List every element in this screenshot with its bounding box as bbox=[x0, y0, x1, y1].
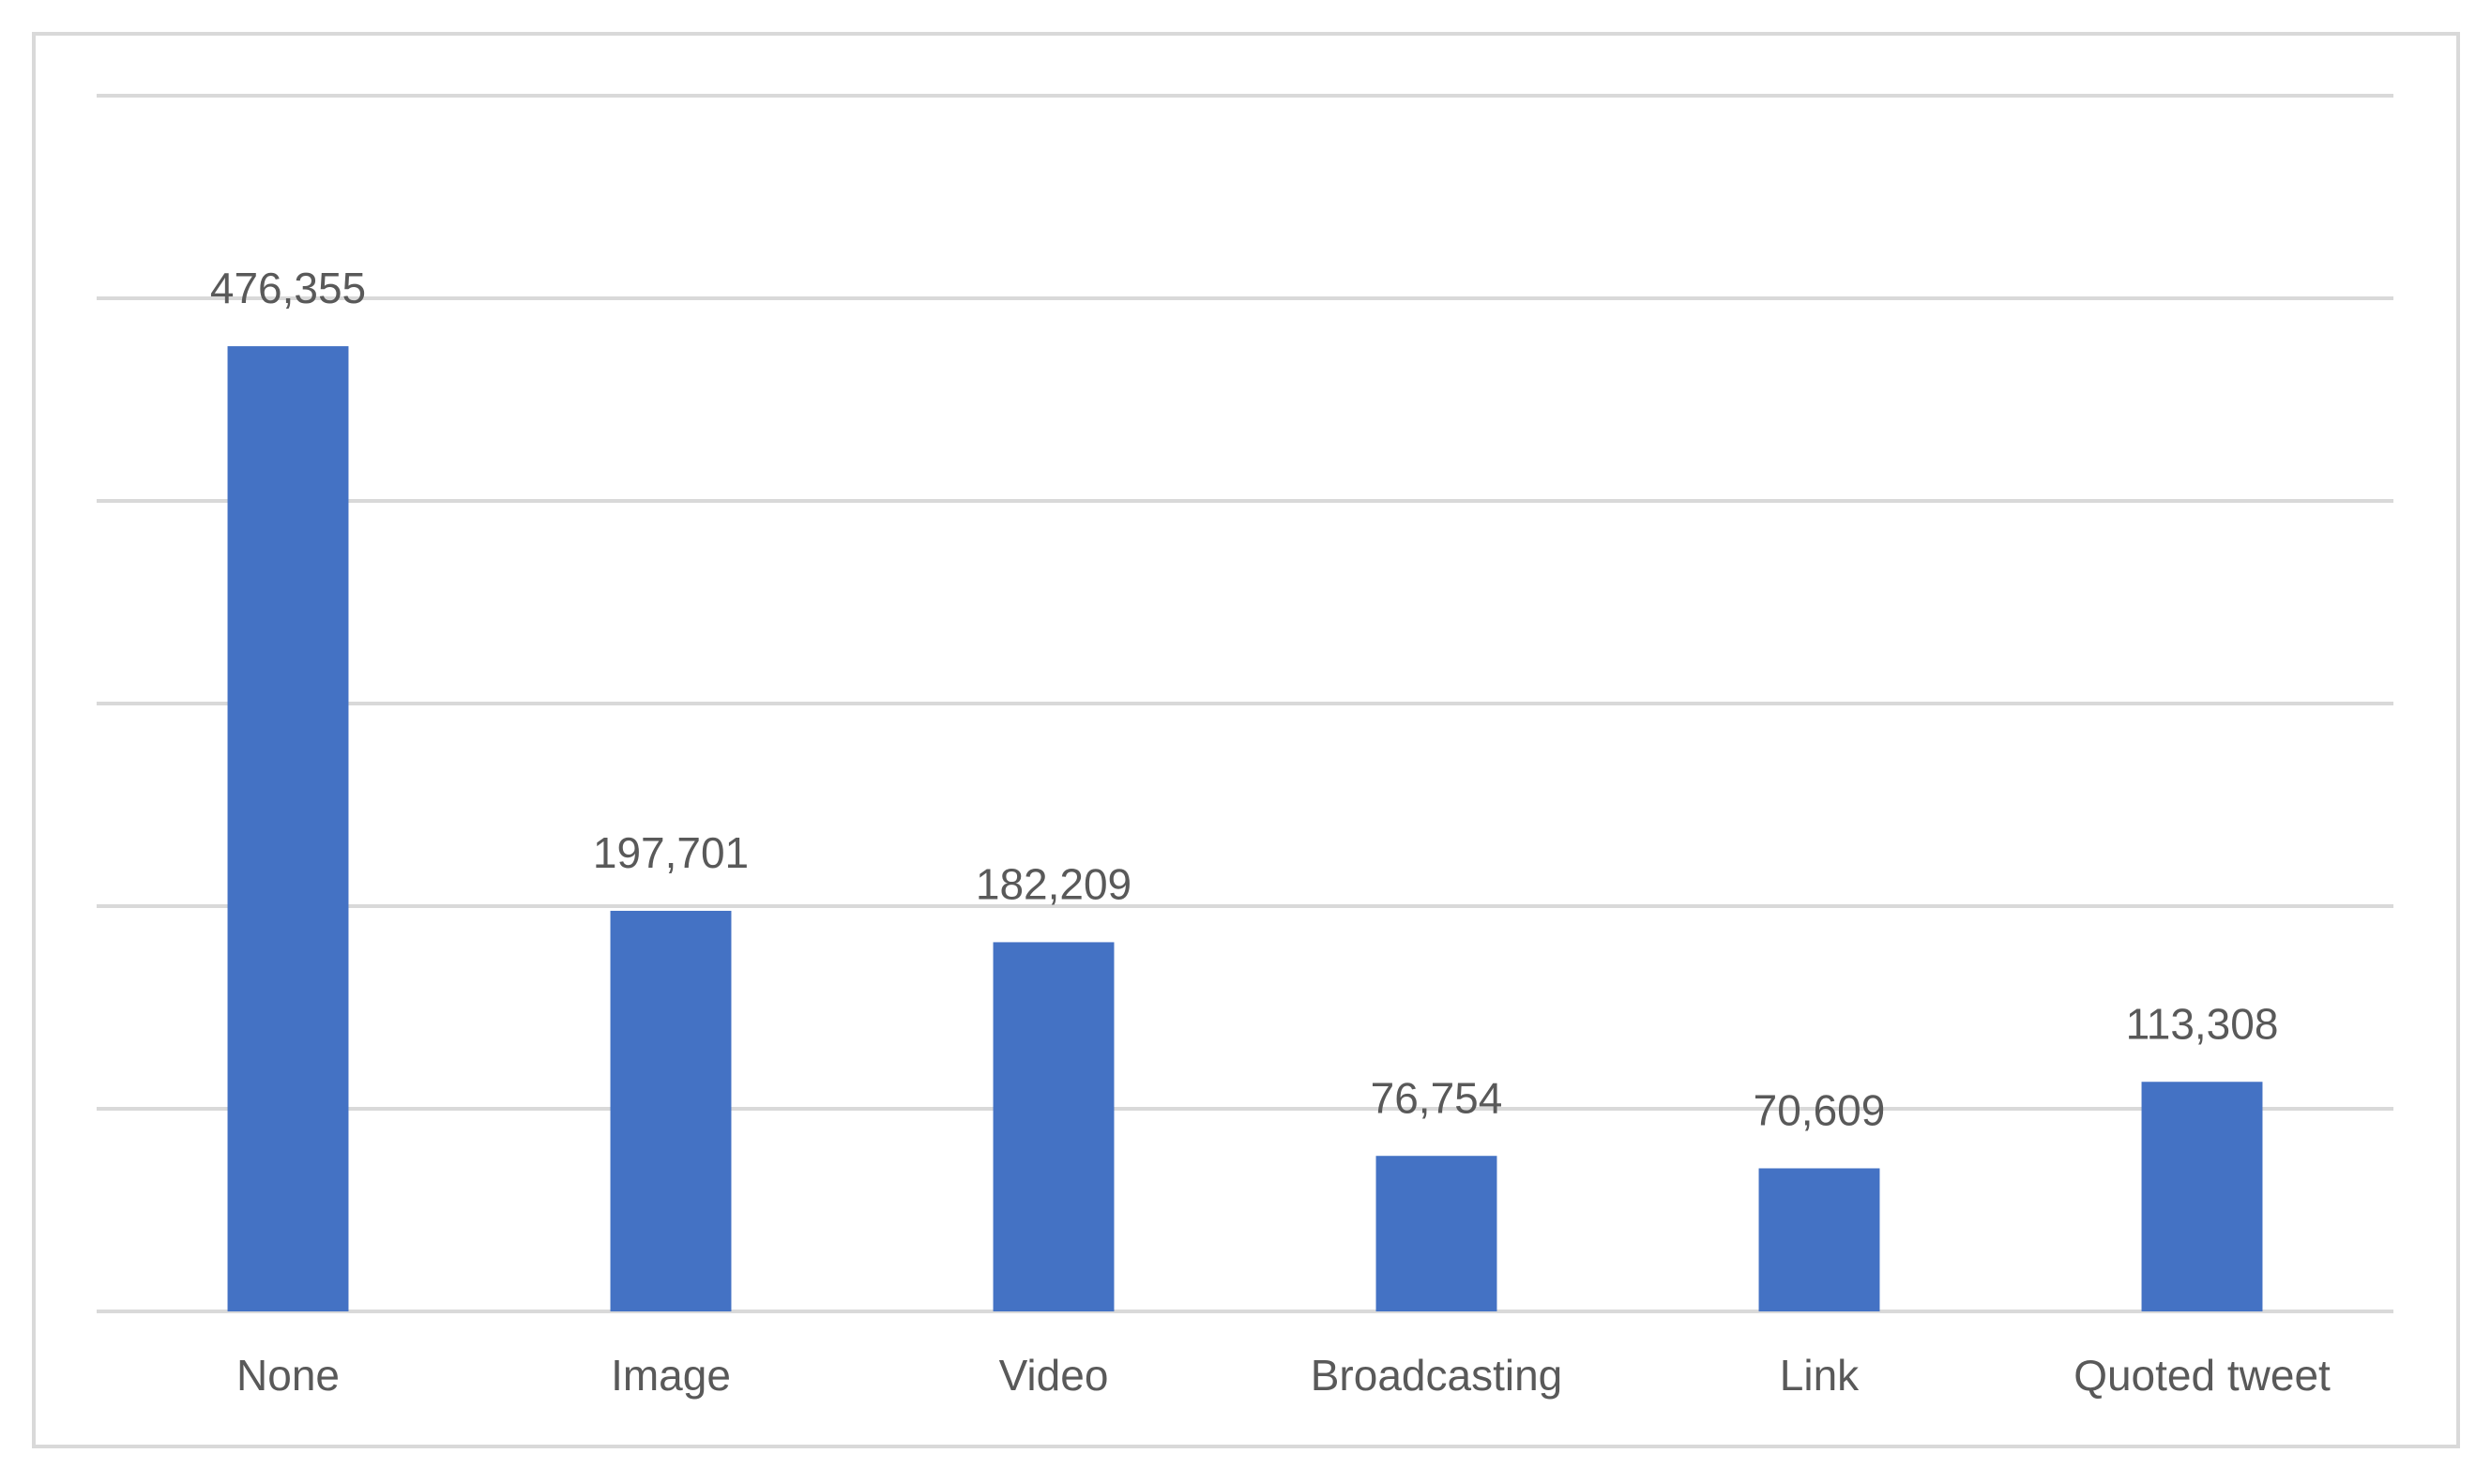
x-tick-label: Video bbox=[999, 1351, 1109, 1400]
x-tick-label: Image bbox=[611, 1351, 731, 1400]
chart-frame bbox=[32, 32, 2460, 1448]
value-label: 476,355 bbox=[210, 264, 366, 312]
bar bbox=[610, 910, 732, 1311]
x-tick-label: None bbox=[236, 1351, 340, 1400]
value-label: 113,308 bbox=[2126, 999, 2279, 1048]
bar bbox=[2141, 1082, 2263, 1311]
bar bbox=[993, 942, 1115, 1311]
value-label: 197,701 bbox=[593, 828, 749, 877]
x-tick-label: Broadcasting bbox=[1311, 1351, 1563, 1400]
bar bbox=[227, 346, 349, 1311]
value-label: 70,609 bbox=[1754, 1086, 1886, 1135]
value-label: 182,209 bbox=[976, 860, 1132, 909]
bar bbox=[1375, 1156, 1497, 1311]
x-tick-label: Link bbox=[1780, 1351, 1860, 1400]
bar bbox=[1758, 1168, 1880, 1311]
x-tick-label: Quoted tweet bbox=[2073, 1351, 2331, 1400]
value-label: 76,754 bbox=[1371, 1073, 1503, 1122]
